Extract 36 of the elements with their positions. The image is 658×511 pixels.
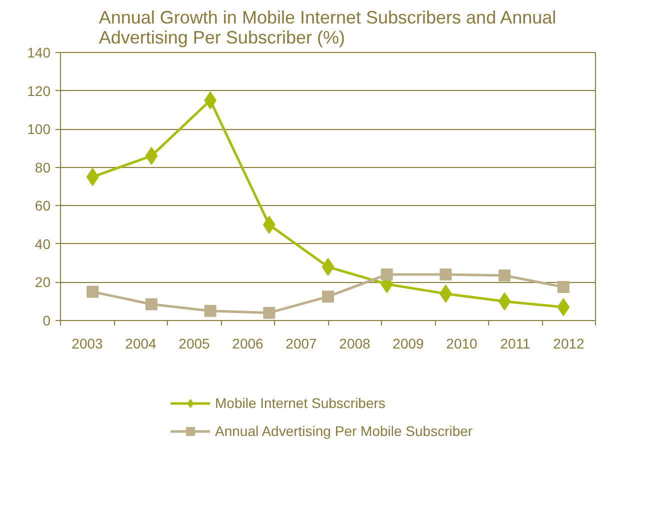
point <box>145 146 158 165</box>
legend-label: Mobile Internet Subscribers <box>215 395 386 411</box>
point <box>204 304 216 317</box>
y-tick-label: 60 <box>34 198 51 214</box>
x-tick-label: 2011 <box>500 336 531 352</box>
x-tick-label: 2007 <box>286 336 318 352</box>
point <box>498 292 511 310</box>
x-tick-label: 2009 <box>392 336 424 352</box>
point <box>380 268 393 281</box>
point <box>145 298 158 310</box>
x-tick-label: 2012 <box>553 336 585 352</box>
y-tick-label: 80 <box>34 159 51 176</box>
point <box>322 258 334 276</box>
point <box>498 270 511 282</box>
point <box>557 281 570 293</box>
y-tick-label: 0 <box>42 312 51 328</box>
point <box>86 286 99 298</box>
x-tick-label: 2008 <box>339 336 371 352</box>
point <box>322 290 334 303</box>
point <box>557 298 570 316</box>
point <box>263 306 276 319</box>
y-tick-label: 120 <box>27 82 51 99</box>
x-tick-label: 2010 <box>446 336 478 352</box>
point <box>86 168 99 186</box>
x-tick-label: 2006 <box>232 336 264 352</box>
chart-title: Annual Growth in Mobile Internet Subscribers and Annual Advertising Per Subscriber (%) <box>98 8 556 48</box>
point <box>262 216 276 234</box>
x-tick-label: 2005 <box>178 336 210 352</box>
x-tick-label: 2003 <box>72 336 104 352</box>
y-tick-label: 40 <box>34 236 51 252</box>
y-tick-label: 20 <box>34 274 51 290</box>
legend-label: Annual Advertising Per Mobile Subscriber <box>215 423 473 439</box>
point <box>440 268 452 281</box>
y-tick-label: 100 <box>27 121 51 138</box>
y-tick-label: 140 <box>27 44 51 60</box>
x-tick-label: 2004 <box>125 336 157 352</box>
